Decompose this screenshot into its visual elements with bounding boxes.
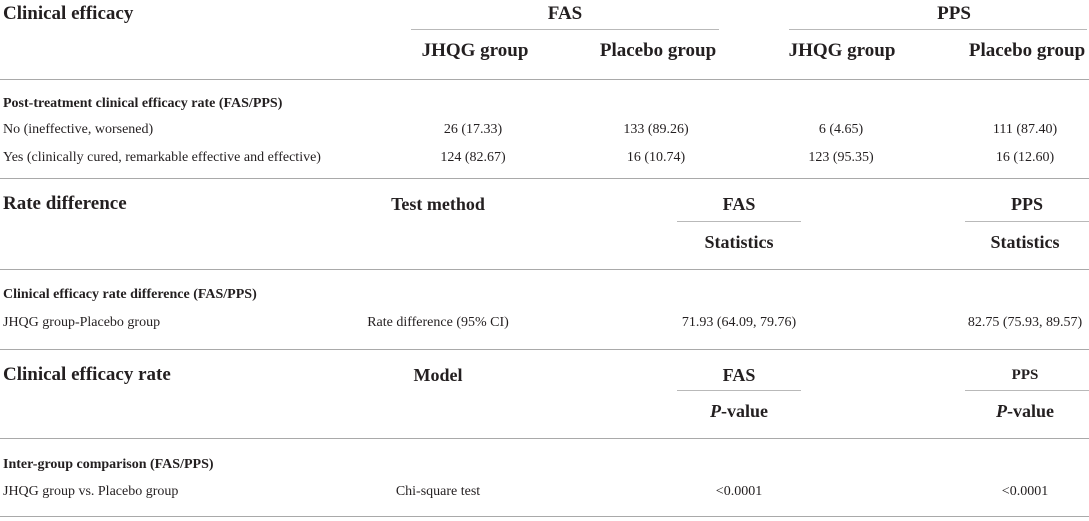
fas-statistics-header: Statistics xyxy=(704,232,774,252)
clinical-efficacy-header: Clinical efficacy xyxy=(3,3,134,24)
table-divider xyxy=(0,349,1089,350)
table-cell: 124 (82.67) xyxy=(440,150,506,165)
pps-underline xyxy=(789,29,1087,30)
clinical-efficacy-rate-header: Clinical efficacy rate xyxy=(3,364,171,385)
table-cell: Rate difference (95% CI) xyxy=(367,315,509,330)
fas-header: FAS xyxy=(722,194,756,214)
section-title: Inter-group comparison (FAS/PPS) xyxy=(3,457,214,472)
table-cell: 111 (87.40) xyxy=(992,122,1058,137)
test-method-header: Test method xyxy=(391,194,485,214)
table-divider xyxy=(0,516,1089,517)
table-cell: 26 (17.33) xyxy=(443,122,503,137)
fas-underline xyxy=(411,29,719,30)
p-letter: P xyxy=(996,401,1007,421)
row-label: Yes (clinically cured, remarkable effect… xyxy=(3,150,321,165)
pps-header: PPS xyxy=(1011,367,1039,383)
table-cell: 82.75 (75.93, 89.57) xyxy=(967,315,1083,330)
fas-header: FAS xyxy=(547,3,583,24)
fas-placebo-group-header: Placebo group xyxy=(599,40,717,61)
section-title: Post-treatment clinical efficacy rate (F… xyxy=(3,96,283,111)
table-divider xyxy=(0,438,1089,439)
pps-p-value-header: P-value xyxy=(996,402,1054,420)
fas-p-value-header: P-value xyxy=(710,402,768,420)
table-cell: 71.93 (64.09, 79.76) xyxy=(681,315,797,330)
value-suffix: -value xyxy=(721,401,768,421)
model-header: Model xyxy=(413,365,463,385)
fas-jhqg-group-header: JHQG group xyxy=(421,40,529,61)
pps-underline xyxy=(965,390,1089,391)
pps-header: PPS xyxy=(937,3,971,24)
value-suffix: -value xyxy=(1007,401,1054,421)
pps-statistics-header: Statistics xyxy=(990,232,1060,252)
table-cell: 16 (12.60) xyxy=(995,150,1055,165)
table-cell: Chi-square test xyxy=(395,484,481,499)
table-divider xyxy=(0,79,1089,80)
pps-underline xyxy=(965,221,1089,222)
pps-header: PPS xyxy=(1010,194,1043,214)
fas-underline xyxy=(677,221,801,222)
table-cell: 6 (4.65) xyxy=(818,122,864,137)
table-cell: 16 (10.74) xyxy=(626,150,686,165)
table-cell: 133 (89.26) xyxy=(623,122,689,137)
table-divider xyxy=(0,269,1089,270)
table-cell: <0.0001 xyxy=(715,484,763,499)
pps-jhqg-group-header: JHQG group xyxy=(788,40,896,61)
row-label: No (ineffective, worsened) xyxy=(3,122,154,137)
p-letter: P xyxy=(710,401,721,421)
section-title: Clinical efficacy rate difference (FAS/P… xyxy=(3,287,257,302)
pps-placebo-group-header: Placebo group xyxy=(968,40,1086,61)
rate-difference-header: Rate difference xyxy=(3,193,127,214)
fas-header: FAS xyxy=(722,365,756,385)
table-cell: 123 (95.35) xyxy=(808,150,874,165)
table-cell: <0.0001 xyxy=(1001,484,1049,499)
row-label: JHQG group vs. Placebo group xyxy=(3,484,179,499)
table-divider xyxy=(0,178,1089,179)
row-label: JHQG group-Placebo group xyxy=(3,315,161,330)
fas-underline xyxy=(677,390,801,391)
